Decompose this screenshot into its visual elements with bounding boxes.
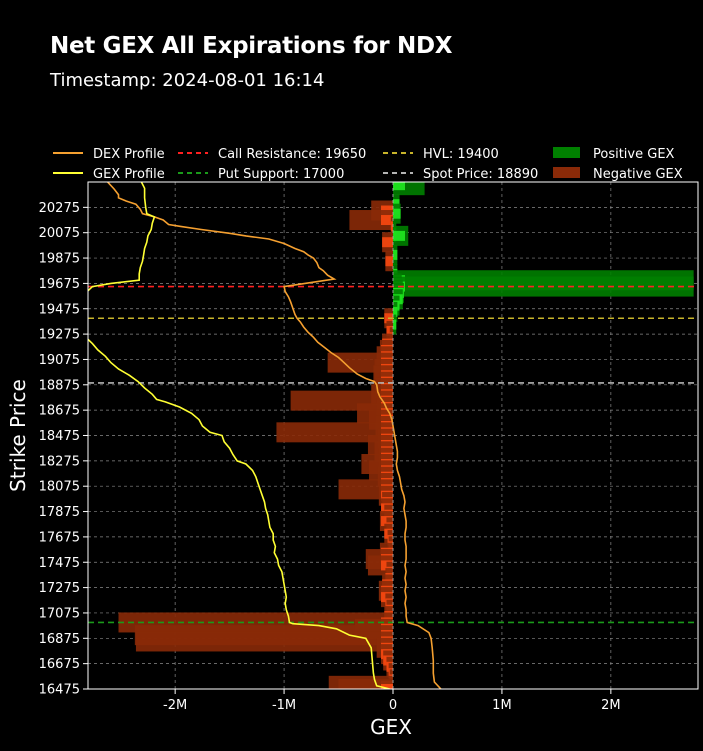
legend-label: Put Support: 17000 bbox=[218, 167, 344, 182]
x-tick-label: 2M bbox=[601, 698, 621, 713]
axes: -2M -1M 0 1M 2M 16475 16675 16875 17075 17275 1747… bbox=[6, 181, 699, 739]
y-tick-label: 17675 bbox=[39, 530, 80, 545]
chart-title: Net GEX All Expirations for NDX bbox=[50, 33, 453, 59]
y-tick-label: 17275 bbox=[39, 581, 80, 596]
legend-label: GEX Profile bbox=[93, 167, 165, 182]
x-axis-label: GEX bbox=[370, 715, 412, 739]
legend-label: Call Resistance: 19650 bbox=[218, 147, 366, 162]
y-tick-label: 20075 bbox=[39, 226, 80, 241]
x-tick-label: -2M bbox=[163, 698, 187, 713]
gex-profile-line bbox=[88, 182, 390, 689]
legend-item-spot-price-18890: Spot Price: 18890 bbox=[383, 167, 538, 182]
y-tick-label: 20275 bbox=[39, 201, 80, 216]
legend-item-put-support-17000: Put Support: 17000 bbox=[178, 167, 344, 182]
plot-area bbox=[88, 182, 698, 689]
legend-swatch bbox=[553, 147, 580, 158]
negative-gex-core bbox=[382, 237, 393, 248]
positive-gex-core bbox=[393, 208, 401, 219]
legend-swatch bbox=[553, 167, 580, 178]
legend-label: Positive GEX bbox=[593, 147, 675, 162]
y-tick-label: 17075 bbox=[39, 606, 80, 621]
negative-gex-bar bbox=[276, 422, 393, 443]
legend-label: DEX Profile bbox=[93, 147, 165, 162]
positive-gex-core bbox=[393, 182, 405, 191]
chart-legend: DEX Profile GEX Profile Call Resistance: 1… bbox=[53, 147, 683, 182]
legend-item-dex-profile: DEX Profile bbox=[53, 147, 165, 162]
legend-label: Negative GEX bbox=[593, 167, 683, 182]
y-axis-label: Strike Price bbox=[6, 379, 30, 492]
positive-gex-core bbox=[393, 230, 405, 241]
positive-gex-core bbox=[393, 319, 397, 330]
y-tick-label: 16475 bbox=[39, 683, 80, 698]
y-tick-label: 18075 bbox=[39, 480, 80, 495]
legend-item-negative-gex: Negative GEX bbox=[553, 167, 683, 182]
y-tick-label: 17875 bbox=[39, 505, 80, 520]
positive-gex-core bbox=[393, 306, 398, 317]
legend-label: Spot Price: 18890 bbox=[423, 167, 538, 182]
negative-gex-core bbox=[381, 684, 393, 689]
legend-item-hvl-19400: HVL: 19400 bbox=[383, 147, 499, 162]
negative-gex-bar bbox=[135, 631, 393, 652]
y-tick-label: 19875 bbox=[39, 252, 80, 267]
x-tick-label: 0 bbox=[389, 698, 397, 713]
negative-gex-core bbox=[381, 215, 393, 226]
y-tick-label: 16875 bbox=[39, 632, 80, 647]
negative-gex-core bbox=[385, 256, 393, 267]
negative-gex-bar bbox=[338, 679, 393, 689]
y-tick-label: 18675 bbox=[39, 404, 80, 419]
x-tick-label: -1M bbox=[272, 698, 296, 713]
legend-item-gex-profile: GEX Profile bbox=[53, 167, 165, 182]
y-tick-label: 16675 bbox=[39, 657, 80, 672]
negative-gex-core bbox=[390, 221, 393, 232]
y-tick-label: 18875 bbox=[39, 378, 80, 393]
y-tick-label: 17475 bbox=[39, 556, 80, 571]
y-tick-label: 19475 bbox=[39, 302, 80, 317]
y-tick-label: 19075 bbox=[39, 353, 80, 368]
dex-profile-line bbox=[107, 182, 442, 689]
x-tick-label: 1M bbox=[492, 698, 512, 713]
legend-label: HVL: 19400 bbox=[423, 147, 499, 162]
y-tick-label: 19675 bbox=[39, 277, 80, 292]
chart-subtitle: Timestamp: 2024-08-01 16:14 bbox=[50, 70, 325, 91]
legend-item-call-resistance-19650: Call Resistance: 19650 bbox=[178, 147, 366, 162]
positive-gex-core bbox=[393, 249, 398, 260]
y-tick-label: 18275 bbox=[39, 454, 80, 469]
y-tick-label: 19275 bbox=[39, 328, 80, 343]
y-tick-label: 18475 bbox=[39, 429, 80, 444]
plot-content bbox=[88, 182, 698, 689]
legend-item-positive-gex: Positive GEX bbox=[553, 147, 675, 162]
